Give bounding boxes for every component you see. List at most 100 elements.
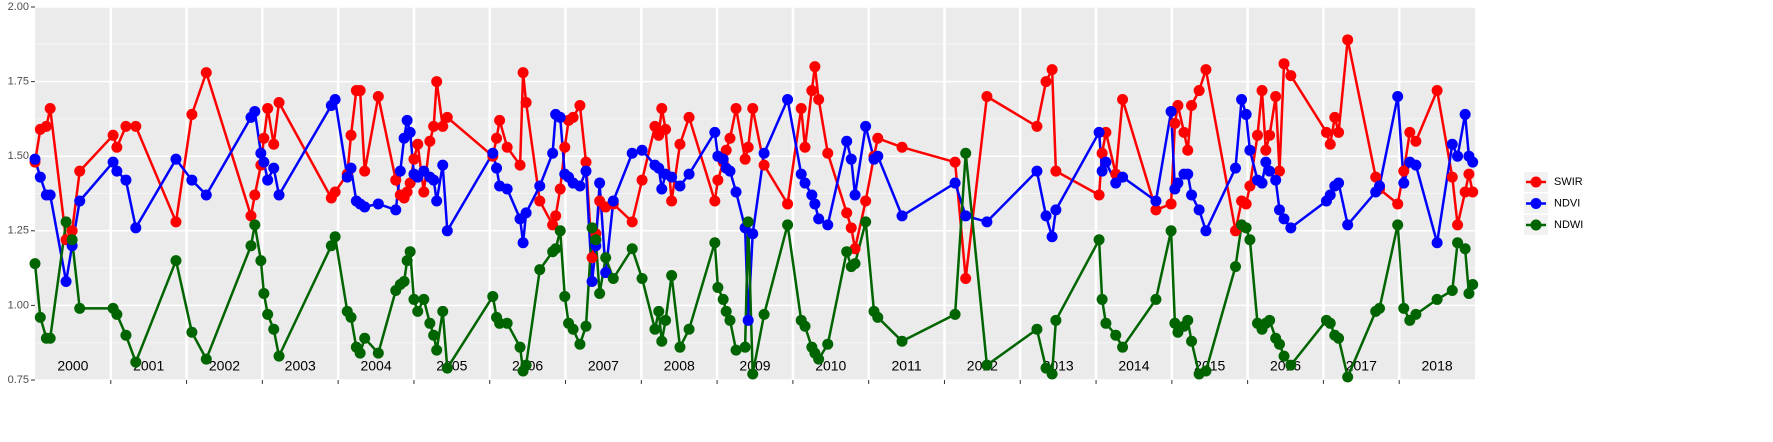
series-point [724, 132, 736, 144]
series-point [441, 362, 453, 374]
series-point [717, 293, 729, 305]
series-point [860, 216, 872, 228]
series-point [813, 353, 825, 365]
series-point [960, 273, 972, 285]
series-point [1244, 144, 1256, 156]
series-point [1182, 144, 1194, 156]
series-point [44, 189, 56, 201]
series-point [517, 67, 529, 79]
series-point [107, 129, 119, 141]
series-point [517, 237, 529, 249]
series-point [574, 180, 586, 192]
series-point [1165, 105, 1177, 117]
series-point [720, 305, 732, 317]
legend-key-point [1530, 219, 1542, 231]
series-point [401, 255, 413, 267]
series-point [345, 311, 357, 323]
series-point [412, 138, 424, 150]
series-point [1342, 371, 1354, 383]
series-point [200, 353, 212, 365]
series-point [1398, 165, 1410, 177]
series-point [534, 180, 546, 192]
series-point [170, 255, 182, 267]
series-point [418, 293, 430, 305]
series-point [1182, 314, 1194, 326]
series-point [437, 305, 449, 317]
series-point [1040, 210, 1052, 222]
series-point [649, 120, 661, 132]
series-point [390, 204, 402, 216]
series-point [656, 102, 668, 114]
series-point [758, 159, 770, 171]
series-point [841, 207, 853, 219]
series-point [329, 231, 341, 243]
series-point [1285, 70, 1297, 82]
series-point [580, 156, 592, 168]
series-point [626, 243, 638, 255]
series-point [559, 290, 571, 302]
series-point [626, 147, 638, 159]
series-point [1374, 302, 1386, 314]
series-point [717, 153, 729, 165]
series-point [656, 335, 668, 347]
series-point [1165, 198, 1177, 210]
series-point [739, 341, 751, 353]
series-point [712, 174, 724, 186]
series-point [1240, 222, 1252, 234]
series-point [1031, 165, 1043, 177]
series-point [1467, 186, 1479, 198]
series-point [1200, 365, 1212, 377]
series-point [782, 219, 794, 231]
series-point [1193, 204, 1205, 216]
series-point [607, 195, 619, 207]
series-point [359, 201, 371, 213]
series-point [1324, 317, 1336, 329]
series-point [1446, 138, 1458, 150]
series-point [431, 195, 443, 207]
series-point [424, 135, 436, 147]
series-point [273, 189, 285, 201]
series-point [747, 228, 759, 240]
series-point [567, 111, 579, 123]
series-point [1260, 144, 1272, 156]
series-point [1278, 350, 1290, 362]
series-point [1169, 117, 1181, 129]
series-point [1410, 159, 1422, 171]
series-point [1446, 284, 1458, 296]
series-point [437, 120, 449, 132]
series-point [329, 186, 341, 198]
year-label: 2018 [1422, 358, 1453, 374]
series-point [586, 252, 598, 264]
series-point [1150, 293, 1162, 305]
series-point [514, 341, 526, 353]
series-point [1046, 64, 1058, 76]
series-point [29, 153, 41, 165]
series-point [200, 67, 212, 79]
y-tick-label: 0.75 [8, 374, 29, 386]
series-point [580, 165, 592, 177]
series-point [747, 102, 759, 114]
legend-label: NDVI [1554, 197, 1580, 209]
series-point [1431, 237, 1443, 249]
series-point [428, 329, 440, 341]
series-point [520, 207, 532, 219]
series-point [559, 141, 571, 153]
series-point [1150, 195, 1162, 207]
series-point [949, 308, 961, 320]
series-point [111, 141, 123, 153]
series-point [758, 308, 770, 320]
series-point [372, 198, 384, 210]
series-point [1178, 126, 1190, 138]
series-point [660, 314, 672, 326]
year-label: 2008 [664, 358, 695, 374]
series-point [273, 96, 285, 108]
series-point [60, 216, 72, 228]
y-tick-label: 1.00 [8, 299, 29, 311]
series-point [111, 308, 123, 320]
series-point [712, 281, 724, 293]
series-point [1031, 120, 1043, 132]
series-point [60, 276, 72, 288]
series-point [709, 126, 721, 138]
series-point [1165, 225, 1177, 237]
